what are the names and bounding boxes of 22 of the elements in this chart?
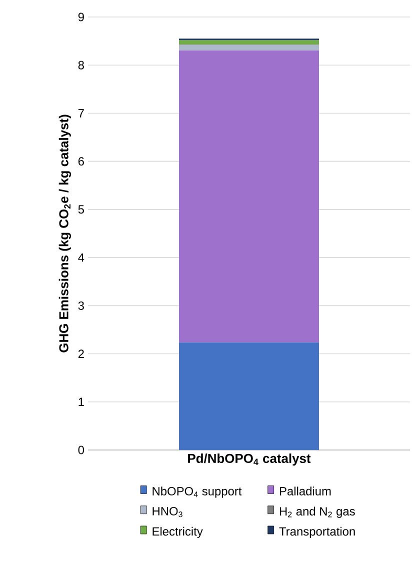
bar — [179, 44, 320, 50]
y-tick-label: 6 — [78, 157, 84, 166]
y-tick-label: 7 — [78, 109, 84, 118]
bar — [179, 50, 320, 342]
legend-label: HNO$_{3}$ — [152, 506, 182, 518]
legend-label: NbOPO$_{4}$ support — [152, 486, 242, 498]
y-axis-title: GHG Emissions (kg CO$_{2}$e / kg catalyst) — [58, 114, 71, 352]
bar — [179, 40, 320, 44]
y-tick-label: 9 — [78, 12, 84, 22]
legend-label: H$_{2}$ and N$_{2}$ gas — [280, 506, 355, 518]
y-tick-label: 4 — [78, 253, 84, 262]
legend-label: Palladium — [280, 486, 331, 496]
bar — [179, 342, 320, 450]
y-tick-label: 5 — [78, 205, 84, 214]
y-tick-label: 3 — [78, 301, 84, 310]
legend-label: Electricity — [152, 526, 203, 538]
y-tick-label: 0 — [78, 446, 84, 454]
y-tick-label: 8 — [78, 60, 84, 70]
y-tick-label: 2 — [78, 350, 84, 358]
y-tick-label: 1 — [78, 398, 84, 406]
x-tick-label: Pd/NbOPO$_{4}$ catalyst — [188, 454, 311, 466]
legend-label: Transportation — [279, 526, 355, 538]
